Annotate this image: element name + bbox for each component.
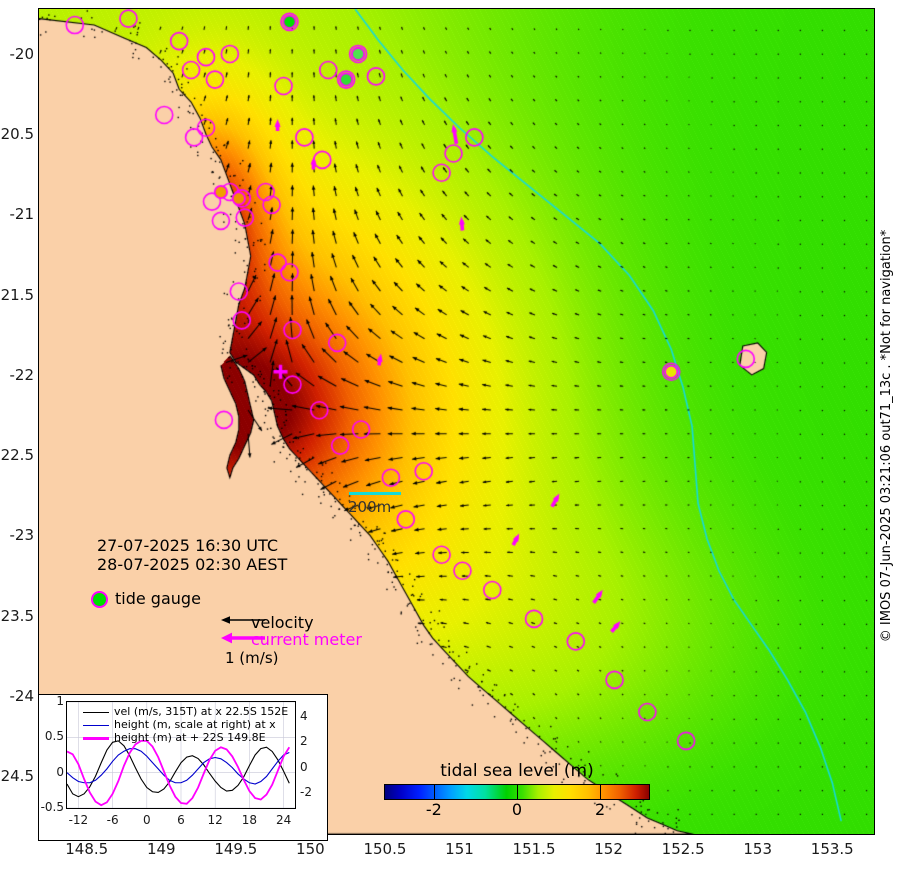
inset-tick-label: -2	[300, 784, 312, 799]
inset-tick-label: 4	[300, 709, 308, 724]
colorbar-tick-label: 0	[511, 800, 523, 819]
inset-tick-label: 0.5	[44, 729, 64, 744]
colorbar: tidal sea level (m) -2 0 2	[384, 761, 650, 822]
velocity-arrow-icon	[221, 616, 265, 624]
inset-tick-label: 6	[177, 813, 185, 827]
depth-contour-swatch	[349, 492, 401, 495]
inset-legend-label: height (m) at + 22S 149.8E	[114, 731, 266, 744]
colorbar-tick	[517, 784, 518, 800]
speed-scale-label: 1 (m/s)	[225, 649, 279, 667]
inset-series	[67, 748, 290, 785]
inset-tick-label: -0.5	[40, 800, 64, 814]
inset-tick-label: 0	[142, 813, 151, 827]
latitude-tick-label: -20	[9, 44, 35, 63]
colorbar-tick-label: 2	[595, 800, 606, 819]
copyright-credit: © IMOS 07-Jun-2025 03:21:06 out71_13c . …	[879, 229, 894, 643]
colorbar-ticks: -2 0 2	[384, 784, 650, 822]
longitude-tick-label: 150	[296, 840, 325, 858]
longitude-tick-label: 149.5	[214, 840, 258, 858]
inset-tick-label: 12	[207, 813, 223, 827]
timeseries-inset[interactable]: 1 0.5 0 -0.5 4 2 0 -2 -12 -6 0 6 12 18 24 vel (m/s, 31…	[38, 694, 328, 841]
latitude-tick-label: -23	[9, 526, 35, 545]
inset-legend-label: vel (m/s, 315T) at x 22.5S 152E	[114, 705, 289, 718]
tide-gauge-legend-label: tide gauge	[115, 589, 201, 608]
inset-legend-entry: height (m, scale at right) at x	[83, 718, 276, 731]
inset-legend-entry: height (m) at + 22S 149.8E	[83, 731, 266, 744]
depth-contour-label: 200m	[348, 498, 392, 516]
latitude-tick-label: -20.5	[0, 125, 34, 144]
latitude-tick-label: -21.5	[0, 285, 34, 304]
inset-tick-label: 18	[241, 813, 258, 827]
inset-legend-swatch	[83, 711, 109, 713]
latitude-tick-label: -21	[9, 205, 35, 224]
latitude-tick-label: -23.5	[0, 606, 34, 625]
inset-series	[67, 739, 291, 807]
current-meter-legend-label: current meter	[251, 630, 362, 649]
longitude-axis: 148.5 149 149.5 150 150.5 151 151.5 152 152.5 153…	[0, 840, 900, 864]
colorbar-tick-label: -2	[425, 800, 442, 819]
inset-legend-swatch	[83, 724, 109, 726]
colorbar-tick	[433, 784, 435, 800]
inset-tick-label: 2	[300, 734, 308, 749]
latitude-tick-label: -24.5	[0, 767, 34, 786]
tide-gauge-icon	[91, 591, 108, 608]
longitude-tick-label: 152	[594, 840, 623, 858]
inset-legend-swatch	[83, 736, 109, 740]
inset-tick-label: 0	[300, 759, 308, 774]
longitude-tick-label: 152.5	[661, 840, 705, 858]
velocity-legend-label: velocity	[251, 613, 314, 632]
longitude-tick-label: 151	[445, 840, 474, 858]
current-meter-arrow-icon	[221, 632, 265, 644]
colorbar-tick	[600, 784, 602, 800]
inset-legend-entry: vel (m/s, 315T) at x 22.5S 152E	[83, 705, 288, 718]
latitude-tick-label: -22.5	[0, 446, 34, 465]
inset-tick-label: -12	[68, 813, 89, 827]
inset-tick-label: 1	[56, 694, 64, 708]
longitude-tick-label: 148.5	[65, 840, 109, 858]
colorbar-title: tidal sea level (m)	[440, 761, 594, 781]
longitude-tick-label: 149	[146, 840, 176, 858]
inset-tick-label: -6	[106, 813, 119, 827]
inset-legend-label: height (m, scale at right) at x	[114, 718, 276, 731]
longitude-tick-label: 153.5	[810, 840, 854, 858]
timestamp-aest: 28-07-2025 02:30 AEST	[97, 555, 288, 574]
latitude-tick-label: -24	[9, 686, 35, 705]
inset-tick-label: 0	[56, 764, 64, 779]
inset-series	[67, 740, 290, 798]
longitude-tick-label: 150.5	[363, 840, 407, 858]
latitude-tick-label: -22	[9, 365, 35, 384]
latitude-axis: -20 -20.5 -21 -21.5 -22 -22.5 -23 -23.5 -24 -24.5	[0, 0, 34, 874]
longitude-tick-label: 153	[743, 840, 773, 858]
timeseries-axes	[66, 701, 296, 809]
timestamp-utc: 27-07-2025 16:30 UTC	[97, 536, 278, 555]
timeseries-curves	[67, 702, 295, 808]
longitude-tick-label: 151.5	[512, 840, 556, 858]
inset-tick-label: 24	[275, 813, 292, 827]
